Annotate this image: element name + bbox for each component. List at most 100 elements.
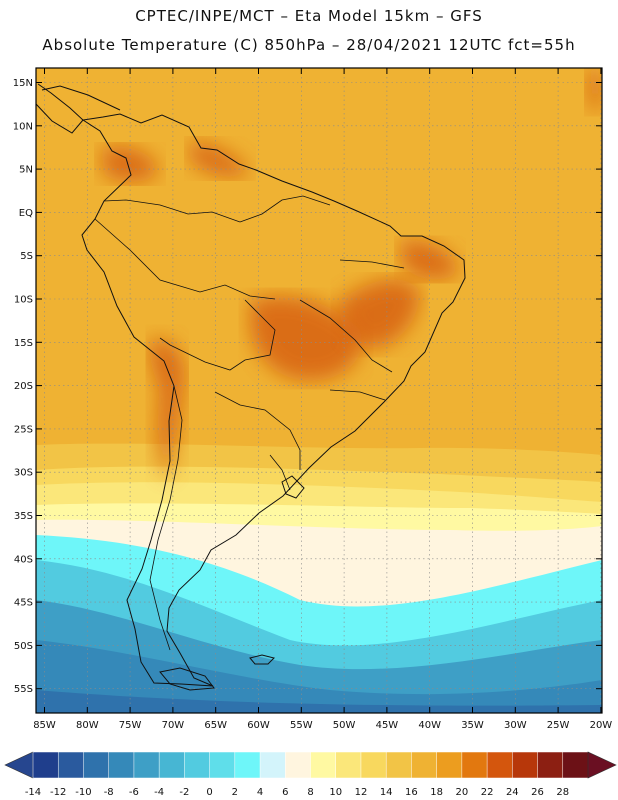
lat-label: 40S	[14, 554, 33, 565]
colorbar-swatch	[461, 751, 488, 779]
warm-patch	[586, 70, 602, 112]
warm-patch	[149, 338, 185, 480]
colorbar-swatch	[310, 751, 337, 779]
lat-label: 5S	[20, 251, 33, 262]
colorbar-label: 10	[329, 787, 342, 798]
colorbar-label: 6	[282, 787, 288, 798]
longitude-axis: 85W 80W 75W 70W 65W 60W 55W 50W 45W 40W 35W 30W 25W 2…	[33, 720, 612, 731]
latitude-axis: 15N 10N 5N EQ 5S 10S 15S 20S 25S 30S 35S 40S 45S 50S 5…	[13, 78, 33, 695]
colorbar-label: 16	[405, 787, 418, 798]
colorbar-swatch	[285, 751, 312, 779]
border-bolivia	[159, 299, 276, 371]
colorbar-label: 12	[355, 787, 368, 798]
colorbar-label: 8	[307, 787, 313, 798]
colorbar-swatch	[259, 751, 286, 779]
border-colombia-venezuela	[103, 199, 241, 223]
colorbar-label: 28	[556, 787, 569, 798]
lon-label: 85W	[33, 720, 56, 731]
lagoa-dos-patos	[281, 475, 305, 499]
colorbar-swatch	[209, 751, 236, 779]
lat-label: 25S	[14, 424, 33, 435]
colorbar-swatch	[83, 751, 110, 779]
colorbar-swatch	[486, 751, 513, 779]
map-frame	[35, 67, 603, 714]
colorbar-swatch	[411, 751, 438, 779]
lon-label: 35W	[461, 720, 484, 731]
colorbar-label: 14	[380, 787, 393, 798]
colorbar-label: 4	[257, 787, 263, 798]
warm-patch	[250, 296, 362, 381]
colorbar-swatch	[234, 751, 261, 779]
temperature-bands	[36, 412, 602, 713]
border-argentina-uruguay	[269, 454, 291, 491]
colorbar-label: -2	[179, 787, 189, 798]
colorbar-over-arrow	[587, 751, 617, 779]
lon-label: 25W	[547, 720, 570, 731]
colorbar-label: -10	[75, 787, 91, 798]
lat-label: EQ	[19, 208, 33, 219]
lat-label: 50S	[14, 641, 33, 652]
coastlines	[36, 83, 466, 691]
lon-label: 75W	[119, 720, 142, 731]
colorbar-label: 26	[531, 787, 544, 798]
map-title-line1: CPTEC/INPE/MCT – Eta Model 15km – GFS	[135, 7, 483, 25]
lon-label: 45W	[376, 720, 399, 731]
temperature-field	[36, 68, 602, 713]
warm-patch	[190, 140, 250, 177]
lon-label: 80W	[76, 720, 99, 731]
tierra-del-fuego	[159, 667, 215, 691]
caribbean-coast	[41, 85, 121, 111]
lat-label: 15S	[14, 338, 33, 349]
colorbar-under-arrow	[4, 751, 34, 779]
lat-label: 10N	[13, 121, 33, 132]
lon-label: 30W	[504, 720, 527, 731]
colorbar-swatch	[184, 751, 211, 779]
lon-label: 20W	[590, 720, 613, 731]
colorbar-swatch	[133, 751, 160, 779]
lat-label: 55S	[14, 684, 33, 695]
colorbar-swatch	[335, 751, 362, 779]
south-america-coastline	[81, 113, 466, 687]
colorbar-swatch	[385, 751, 413, 779]
map-title-line2: Absolute Temperature (C) 850hPa – 28/04/…	[42, 36, 576, 54]
warm-patch	[400, 239, 460, 280]
border-guianas	[239, 195, 331, 223]
temperature-band	[36, 690, 602, 713]
lat-label: 5N	[19, 165, 33, 176]
colorbar-swatch	[436, 751, 463, 779]
axis-ticks	[36, 68, 602, 713]
colorbar-swatch	[32, 751, 59, 779]
warm-core-patches	[100, 70, 602, 480]
colorbar-label: 22	[481, 787, 494, 798]
colorbar-label: -4	[154, 787, 164, 798]
lat-label: 10S	[14, 295, 33, 306]
lat-label: 30S	[14, 468, 33, 479]
lat-label: 20S	[14, 381, 33, 392]
temperature-band	[36, 640, 602, 713]
border-peru-brazil	[94, 218, 276, 300]
lon-label: 60W	[247, 720, 270, 731]
lat-label: 15N	[13, 78, 33, 89]
colorbar-swatch	[562, 751, 589, 779]
warm-patch	[100, 146, 160, 182]
colorbar: -14 -12 -10 -8 -6 -4 -2 0 2 4 6 8 10 12 14 16 18 20 22 24 26…	[4, 751, 617, 798]
colorbar-label: -8	[104, 787, 114, 798]
lon-label: 55W	[290, 720, 313, 731]
border-paraguay	[214, 391, 301, 470]
colorbar-label: 20	[455, 787, 468, 798]
lon-label: 65W	[204, 720, 227, 731]
colorbar-swatch	[57, 751, 85, 779]
colorbar-label: 0	[206, 787, 212, 798]
lon-label: 40W	[418, 720, 441, 731]
colorbar-swatch	[158, 751, 186, 779]
country-borders	[94, 195, 405, 651]
colorbar-label: 18	[430, 787, 443, 798]
colorbar-label: 2	[232, 787, 238, 798]
warm-patch	[339, 279, 420, 350]
colorbar-swatch	[537, 751, 564, 779]
colorbar-label: -12	[50, 787, 66, 798]
lat-label: 45S	[14, 598, 33, 609]
lon-label: 70W	[162, 720, 185, 731]
falklands-islands	[249, 654, 275, 665]
